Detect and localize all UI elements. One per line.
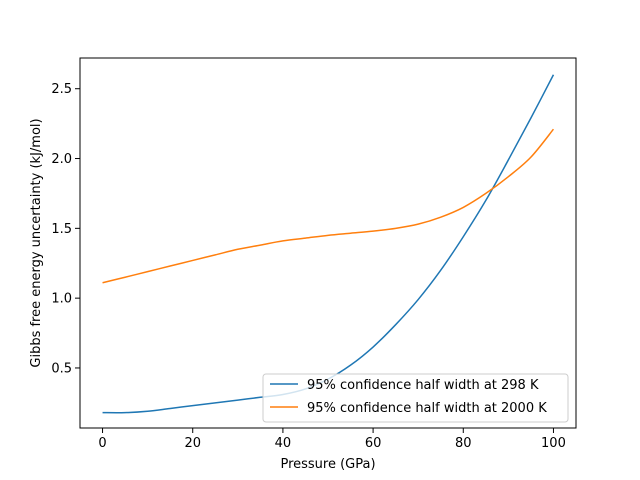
y-axis-ticks: 0.5 1.0 1.5 2.0 2.5 [51, 82, 80, 376]
legend-label-2000k: 95% confidence half width at 2000 K [307, 401, 547, 416]
plot-frame [79, 57, 577, 429]
x-tick-label: 0 [98, 436, 106, 451]
x-axis-label: Pressure (GPa) [280, 457, 375, 472]
y-tick-label: 2.5 [51, 82, 72, 97]
legend-label-298k: 95% confidence half width at 298 K [307, 378, 539, 393]
legend-box [262, 373, 569, 423]
y-tick-label: 2.0 [51, 152, 72, 167]
x-tick-label: 100 [541, 436, 566, 451]
y-tick-label: 1.0 [51, 292, 72, 307]
x-tick-label: 40 [275, 436, 292, 451]
plot-area [80, 58, 576, 428]
y-tick-label: 1.5 [51, 222, 72, 237]
x-tick-label: 20 [184, 436, 201, 451]
y-tick-label: 0.5 [51, 361, 72, 376]
series-line-2000k [102, 128, 555, 284]
legend: 95% confidence half width at 298 K 95% c… [262, 373, 569, 423]
x-axis-ticks: 0 20 40 60 80 100 [98, 428, 566, 451]
y-axis-label: Gibbs free energy uncertainty (kJ/mol) [29, 118, 44, 367]
x-tick-label: 60 [365, 436, 382, 451]
x-tick-label: 80 [455, 436, 472, 451]
